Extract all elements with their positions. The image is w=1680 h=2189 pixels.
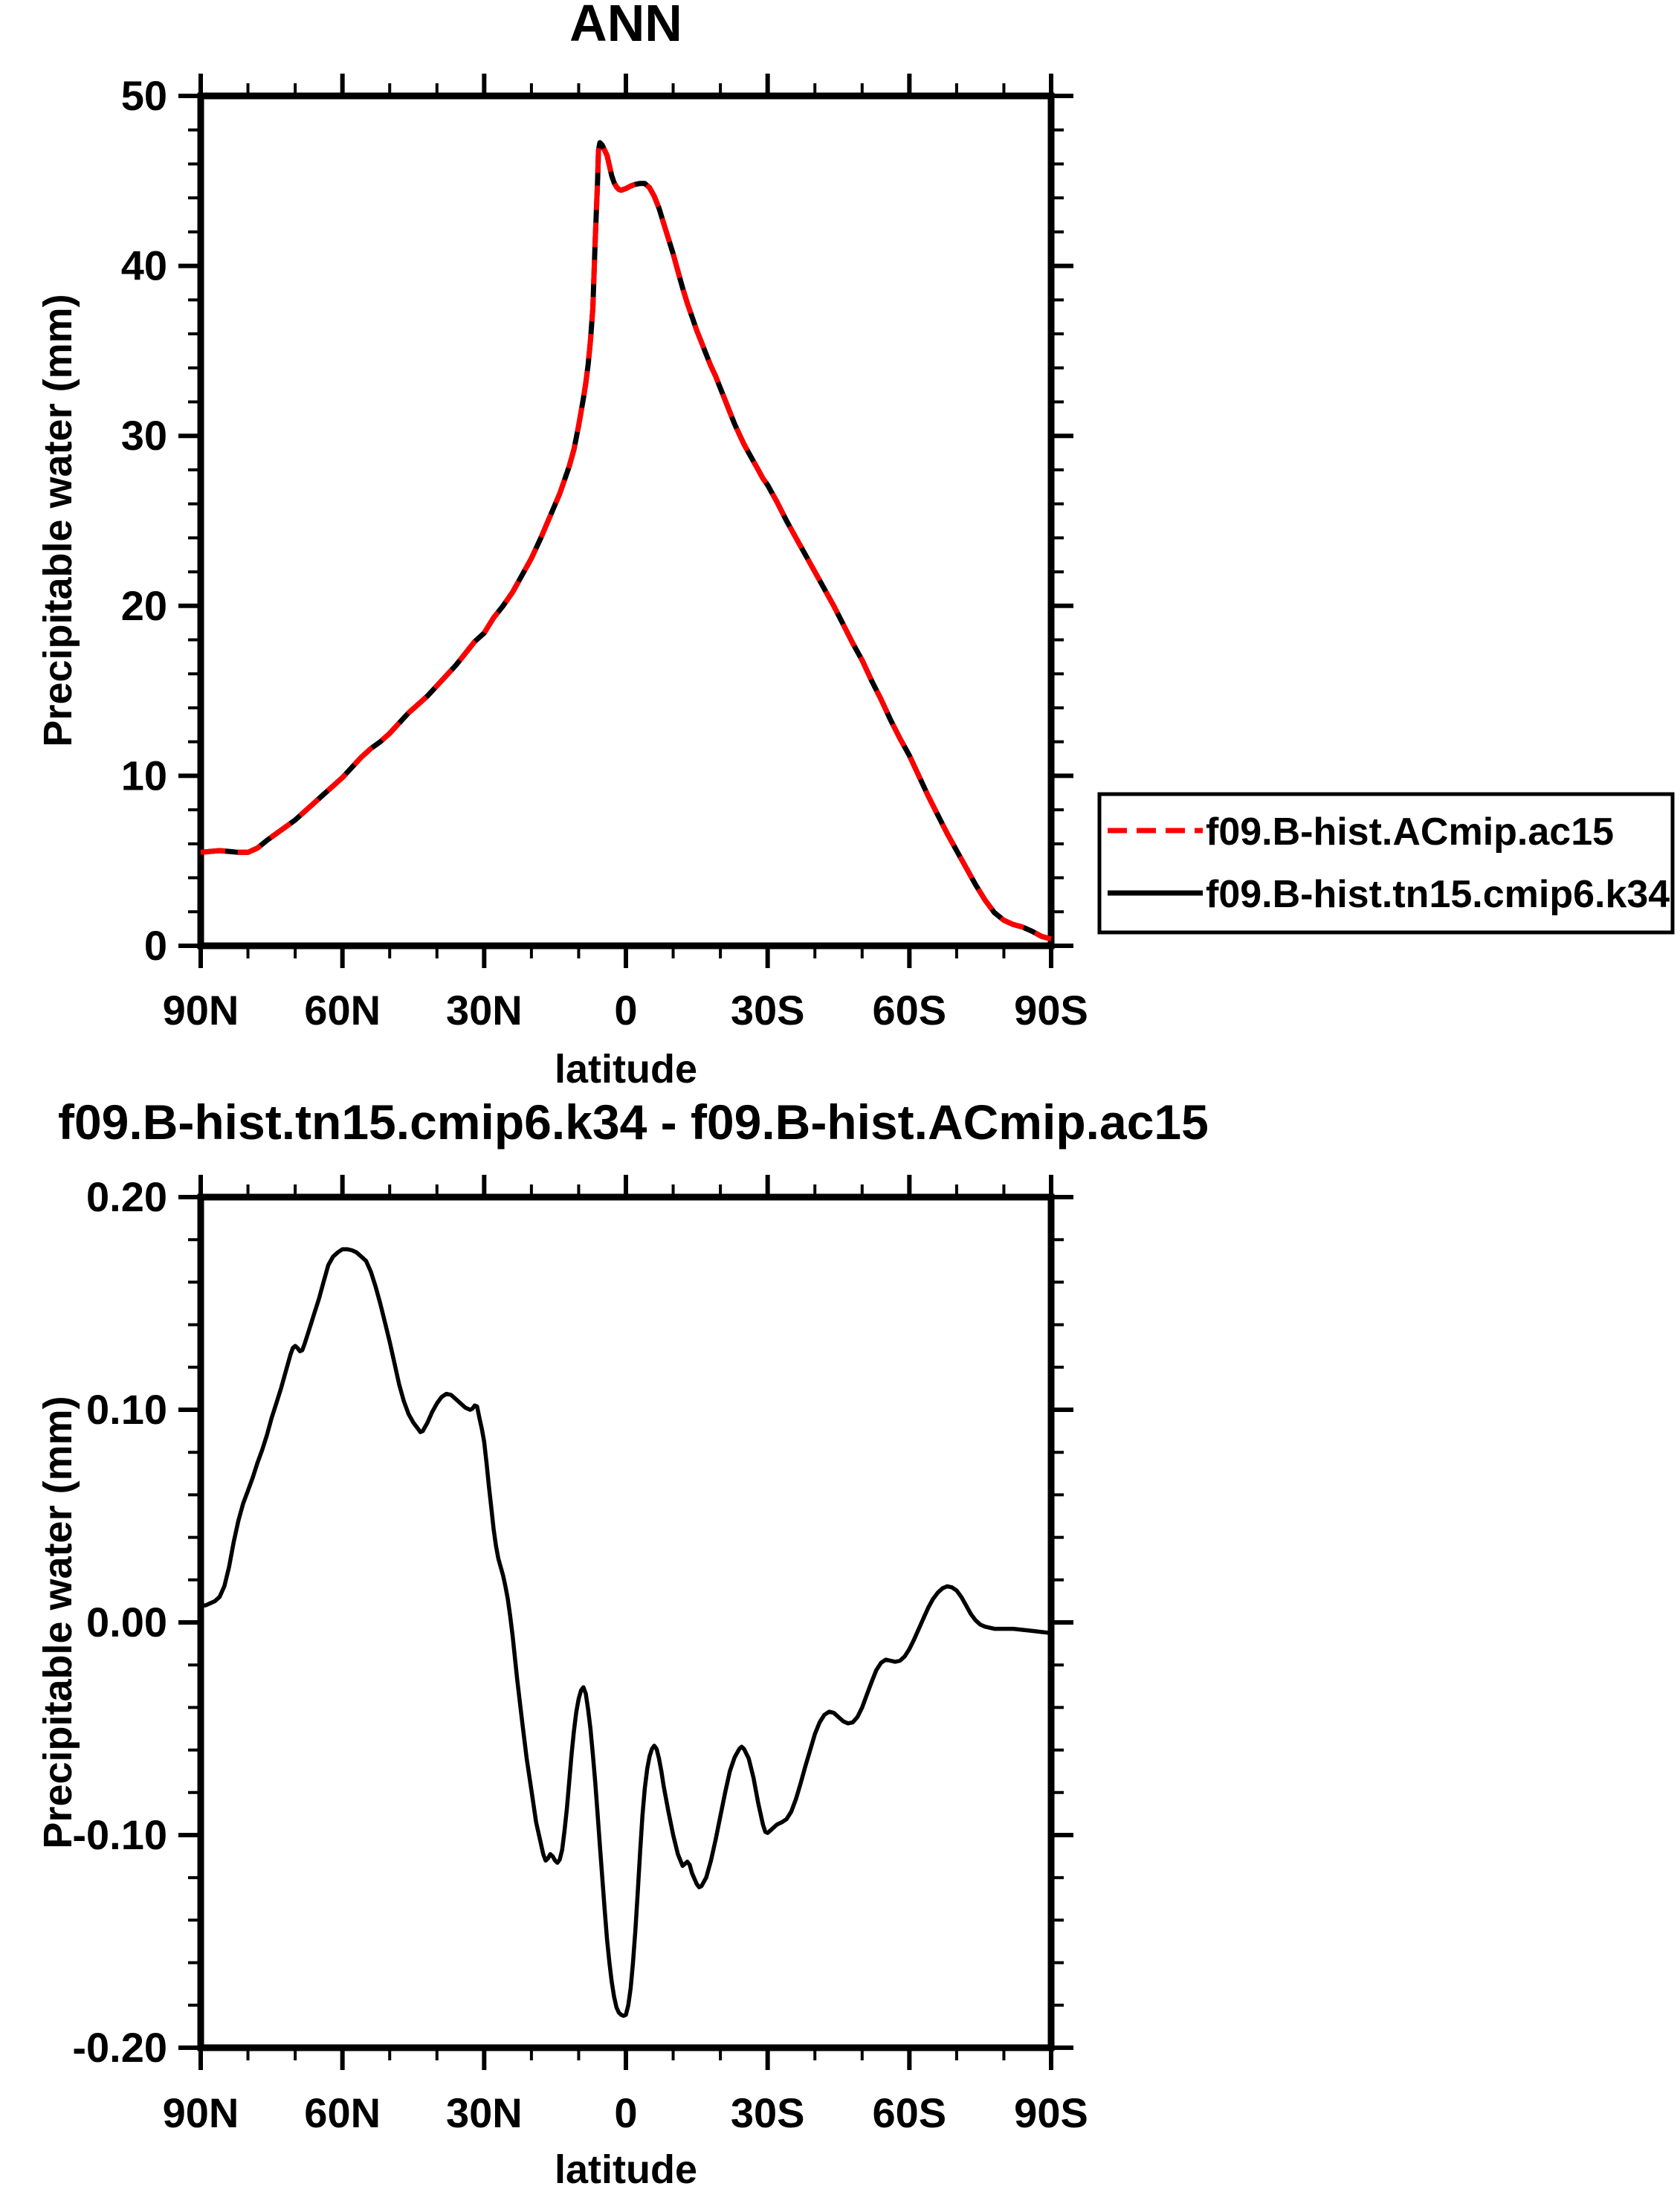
y-tick-label: 0.00 (86, 1599, 167, 1645)
top-y-axis-title: Precipitable water (mm) (36, 294, 80, 747)
x-tick-label: 60S (873, 2089, 947, 2136)
x-tick-label: 60S (873, 987, 947, 1034)
x-tick-label: 30N (446, 2089, 523, 2136)
curve-black-solid (198, 140, 1054, 942)
bottom-plot-area: 90N 60N 30N 0 30S 60S 90S -0.20 -0.10 0.00 0.10 0.2… (72, 1173, 1088, 2136)
x-tick-label: 90S (1014, 987, 1088, 1034)
legend-box (1097, 792, 1675, 935)
y-tick-label: 10 (121, 752, 167, 799)
x-tick-label: 30N (446, 987, 523, 1034)
y-tick-label: 50 (121, 72, 167, 119)
x-tick-label: 60N (304, 987, 381, 1034)
legend-label-tn15: f09.B-hist.tn15.cmip6.k34 (1206, 873, 1670, 916)
y-tick-label: 20 (121, 582, 167, 629)
curve-red-dashed (200, 140, 1052, 942)
top-plot-area: 90N 60N 30N 0 30S 60S 90S 0 10 20 30 40 50 (121, 72, 1088, 1034)
x-tick-label: 0 (614, 2089, 637, 2136)
x-tick-label: 90N (163, 987, 239, 1034)
plot-frame (197, 92, 1055, 950)
x-tick-label: 0 (614, 987, 637, 1034)
top-panel-title: ANN (569, 0, 682, 52)
x-tick-label: 30S (731, 987, 805, 1034)
x-tick-label: 90S (1014, 2089, 1088, 2136)
x-tick-label: 90N (163, 2089, 239, 2136)
bottom-panel-title: f09.B-hist.tn15.cmip6.k34 - f09.B-hist.A… (58, 1094, 1209, 1150)
y-tick-label: 0 (144, 922, 167, 969)
y-tick-label: 0.10 (86, 1386, 167, 1433)
y-tick-label: 40 (121, 242, 167, 289)
bottom-y-axis-title: Precipitable water (mm) (36, 1396, 80, 1848)
top-x-axis-title: latitude (555, 1047, 697, 1092)
y-tick-label: 0.20 (86, 1173, 167, 1220)
y-tick-label: 30 (121, 412, 167, 459)
bottom-x-axis-title: latitude (555, 2147, 697, 2189)
y-tick-label: -0.20 (72, 2024, 167, 2071)
y-tick-label: -0.10 (72, 1811, 167, 1858)
legend: f09.B-hist.ACmip.ac15 f09.B-hist.tn15.cm… (1097, 792, 1675, 935)
x-tick-label: 60N (304, 2089, 381, 2136)
curve-black-solid (198, 1247, 1053, 2018)
x-tick-label: 30S (731, 2089, 805, 2136)
legend-label-acmip: f09.B-hist.ACmip.ac15 (1206, 810, 1614, 854)
